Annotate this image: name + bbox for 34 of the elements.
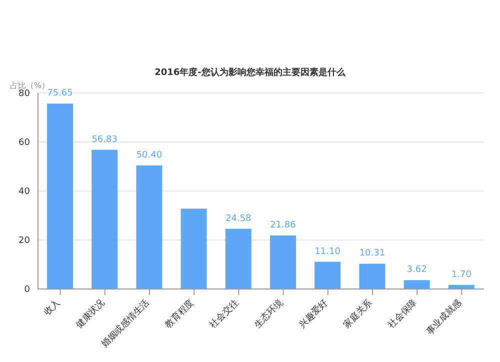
x-tick-label: 社会交往	[208, 297, 241, 331]
chart-title: 2016年度-您认为影响您幸福的主要因素是什么	[154, 66, 346, 79]
x-tick-label: 生态环境	[252, 297, 286, 331]
y-tick-label: 0	[24, 285, 30, 296]
bar	[180, 208, 207, 289]
data-label: 75.65	[47, 88, 73, 99]
y-tick-label: 60	[18, 138, 30, 148]
data-label: 3.62	[406, 265, 427, 276]
bar	[314, 262, 341, 289]
y-tick-label: 80	[18, 89, 30, 100]
y-tick-label: 20	[18, 236, 30, 246]
data-label: 24.58	[226, 214, 252, 224]
data-label: 1.70	[451, 270, 472, 280]
x-tick-label: 事业成就感	[424, 297, 464, 337]
y-tick-label: 40	[18, 187, 30, 198]
data-label: 10.31	[359, 248, 386, 259]
x-tick-label: 教育程度	[162, 297, 196, 331]
data-label: 50.40	[136, 150, 162, 161]
data-label: 21.86	[270, 220, 296, 230]
data-label: 56.83	[92, 134, 118, 145]
x-tick-label: 社会保障	[386, 297, 420, 331]
bar	[404, 280, 430, 289]
x-tick-label: 家庭关系	[341, 297, 375, 331]
bar	[359, 264, 386, 289]
x-tick-label: 收入	[42, 297, 62, 318]
y-axis-title: 占比（%）	[10, 80, 50, 90]
bar	[270, 235, 296, 289]
bar	[47, 104, 73, 289]
x-tick-label: 健康状况	[74, 297, 108, 331]
bar	[225, 228, 252, 289]
data-label: 11.10	[314, 246, 341, 257]
bar	[136, 166, 162, 289]
x-tick-label: 兴趣爱好	[296, 297, 330, 331]
bar	[92, 150, 118, 289]
